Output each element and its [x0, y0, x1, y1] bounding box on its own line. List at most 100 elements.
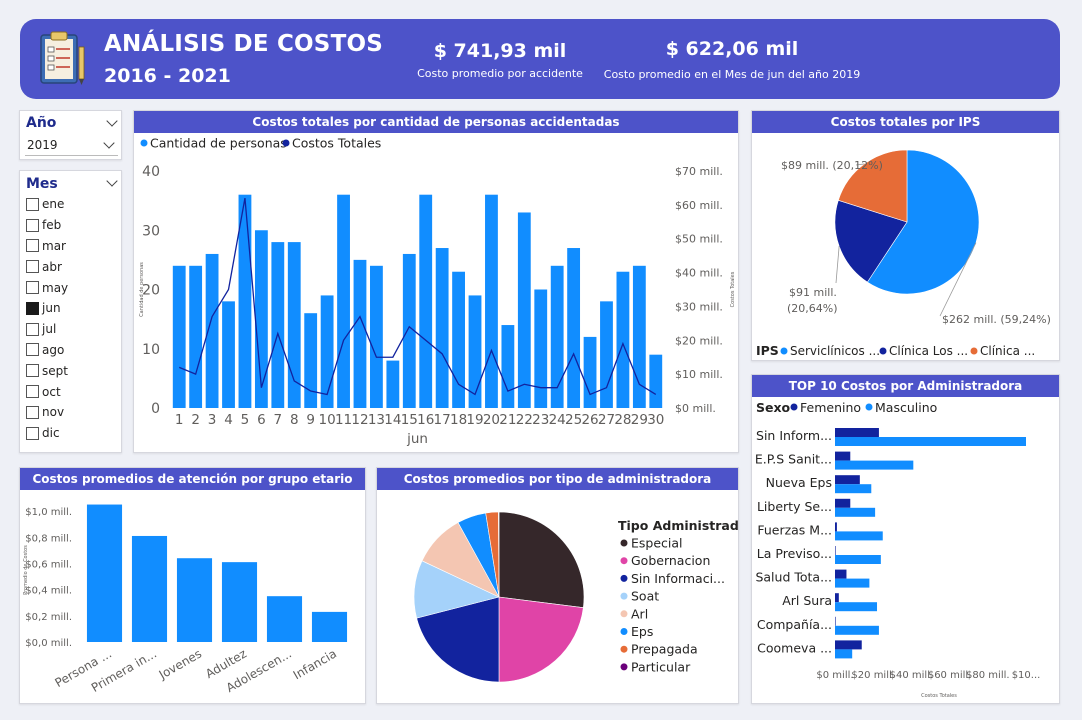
bar-male[interactable] — [835, 649, 853, 659]
bar-age-group[interactable] — [221, 562, 258, 642]
chevron-down-icon[interactable] — [106, 175, 118, 187]
bar-persons[interactable] — [222, 301, 235, 408]
bar-persons[interactable] — [238, 194, 252, 408]
bar-age-group[interactable] — [176, 558, 213, 642]
bar-persons[interactable] — [370, 265, 383, 408]
bar-persons[interactable] — [386, 360, 400, 408]
checkbox[interactable] — [26, 197, 39, 211]
line-costs[interactable] — [178, 197, 657, 396]
bar-male[interactable] — [835, 555, 881, 564]
month-option-ago[interactable]: ago — [26, 340, 116, 361]
bar-persons[interactable] — [172, 265, 186, 408]
bar-age-group[interactable] — [86, 504, 123, 642]
bar-persons[interactable] — [353, 259, 367, 408]
admin-legend-dot — [620, 592, 628, 600]
bar-female[interactable] — [835, 498, 851, 508]
bar-persons[interactable] — [205, 253, 219, 408]
month-option-nov[interactable]: nov — [26, 402, 116, 423]
bar-female[interactable] — [835, 546, 836, 555]
checkbox[interactable] — [26, 322, 39, 336]
bar-persons[interactable] — [567, 248, 581, 408]
bar-persons[interactable] — [600, 301, 613, 408]
bar-persons[interactable] — [534, 289, 548, 409]
month-option-mar[interactable]: mar — [26, 236, 116, 257]
admin-slice-2[interactable] — [416, 596, 500, 683]
bar-persons[interactable] — [517, 212, 531, 408]
bar-persons[interactable] — [485, 194, 498, 408]
bar-persons[interactable] — [632, 265, 646, 408]
bar-persons[interactable] — [402, 253, 416, 408]
bar-age-group[interactable] — [266, 596, 303, 642]
checkbox[interactable] — [26, 301, 39, 315]
bar-age-group[interactable] — [131, 535, 168, 642]
month-option-dic[interactable]: dic — [26, 423, 116, 444]
bar-persons[interactable] — [419, 194, 433, 408]
bar-persons[interactable] — [649, 354, 663, 408]
bar-persons[interactable] — [287, 242, 301, 408]
bar-persons[interactable] — [435, 248, 449, 408]
checkbox[interactable] — [26, 426, 39, 440]
bar-persons[interactable] — [304, 313, 318, 408]
month-option-may[interactable]: may — [26, 277, 116, 298]
bar-male[interactable] — [835, 578, 870, 588]
x-tick-label: $10... — [1012, 670, 1041, 681]
bar-male[interactable] — [835, 602, 878, 612]
x-tick-label: $60 mill. — [928, 670, 972, 681]
bar-persons[interactable] — [271, 242, 285, 408]
bar-male[interactable] — [835, 625, 879, 635]
bar-persons[interactable] — [254, 230, 268, 408]
checkbox[interactable] — [26, 281, 39, 295]
bar-persons[interactable] — [468, 295, 482, 408]
bar-persons[interactable] — [616, 271, 630, 408]
month-option-jun[interactable]: jun — [26, 298, 116, 319]
admin-slice-1[interactable] — [498, 596, 584, 683]
ips-slice-1[interactable] — [834, 199, 908, 283]
bar-persons[interactable] — [189, 265, 203, 408]
bar-persons[interactable] — [320, 295, 334, 408]
x-tick-label: Jovenes — [156, 646, 204, 682]
bar-female[interactable] — [835, 451, 851, 461]
checkbox[interactable] — [26, 364, 39, 378]
bar-female[interactable] — [835, 640, 862, 650]
month-option-abr[interactable]: abr — [26, 256, 116, 277]
bar-persons[interactable] — [501, 325, 515, 408]
ips-legend-label: Clínica ... — [980, 344, 1035, 358]
bar-male[interactable] — [835, 437, 1026, 446]
checkbox[interactable] — [26, 260, 39, 274]
checkbox[interactable] — [26, 343, 39, 357]
bar-male[interactable] — [835, 484, 872, 494]
bar-persons[interactable] — [550, 265, 564, 408]
month-option-jul[interactable]: jul — [26, 319, 116, 340]
bar-male[interactable] — [835, 460, 914, 470]
bar-age-group[interactable] — [311, 611, 348, 642]
bar-female[interactable] — [835, 616, 836, 626]
bar-female[interactable] — [835, 428, 879, 437]
bar-persons[interactable] — [452, 271, 465, 408]
ips-slice-2[interactable] — [837, 149, 908, 223]
ips-slice-0[interactable] — [866, 149, 980, 295]
checkbox[interactable] — [26, 218, 39, 232]
bar-female[interactable] — [835, 569, 847, 579]
checkbox[interactable] — [26, 405, 39, 419]
admin-slice-7[interactable] — [498, 511, 500, 598]
chevron-down-icon[interactable] — [106, 115, 118, 127]
y2-tick-label: $70 mill. — [675, 165, 723, 178]
checkbox[interactable] — [26, 385, 39, 399]
bar-male[interactable] — [835, 531, 883, 541]
month-option-oct[interactable]: oct — [26, 381, 116, 402]
bar-persons[interactable] — [337, 194, 350, 408]
bar-female[interactable] — [835, 475, 860, 485]
bar-persons[interactable] — [583, 336, 597, 408]
bar-female[interactable] — [835, 593, 839, 603]
month-option-feb[interactable]: feb — [26, 215, 116, 236]
checkbox[interactable] — [26, 239, 39, 253]
admin-slice-0[interactable] — [498, 511, 585, 608]
year-dropdown[interactable]: 2019 — [25, 136, 118, 156]
month-option-ene[interactable]: ene — [26, 194, 116, 215]
month-option-sept[interactable]: sept — [26, 360, 116, 381]
admin-legend-label: Soat — [631, 589, 659, 604]
month-label: dic — [42, 426, 60, 441]
bar-female[interactable] — [835, 522, 837, 532]
bar-male[interactable] — [835, 507, 876, 517]
admin-legend-label: Sin Informaci... — [631, 571, 725, 586]
